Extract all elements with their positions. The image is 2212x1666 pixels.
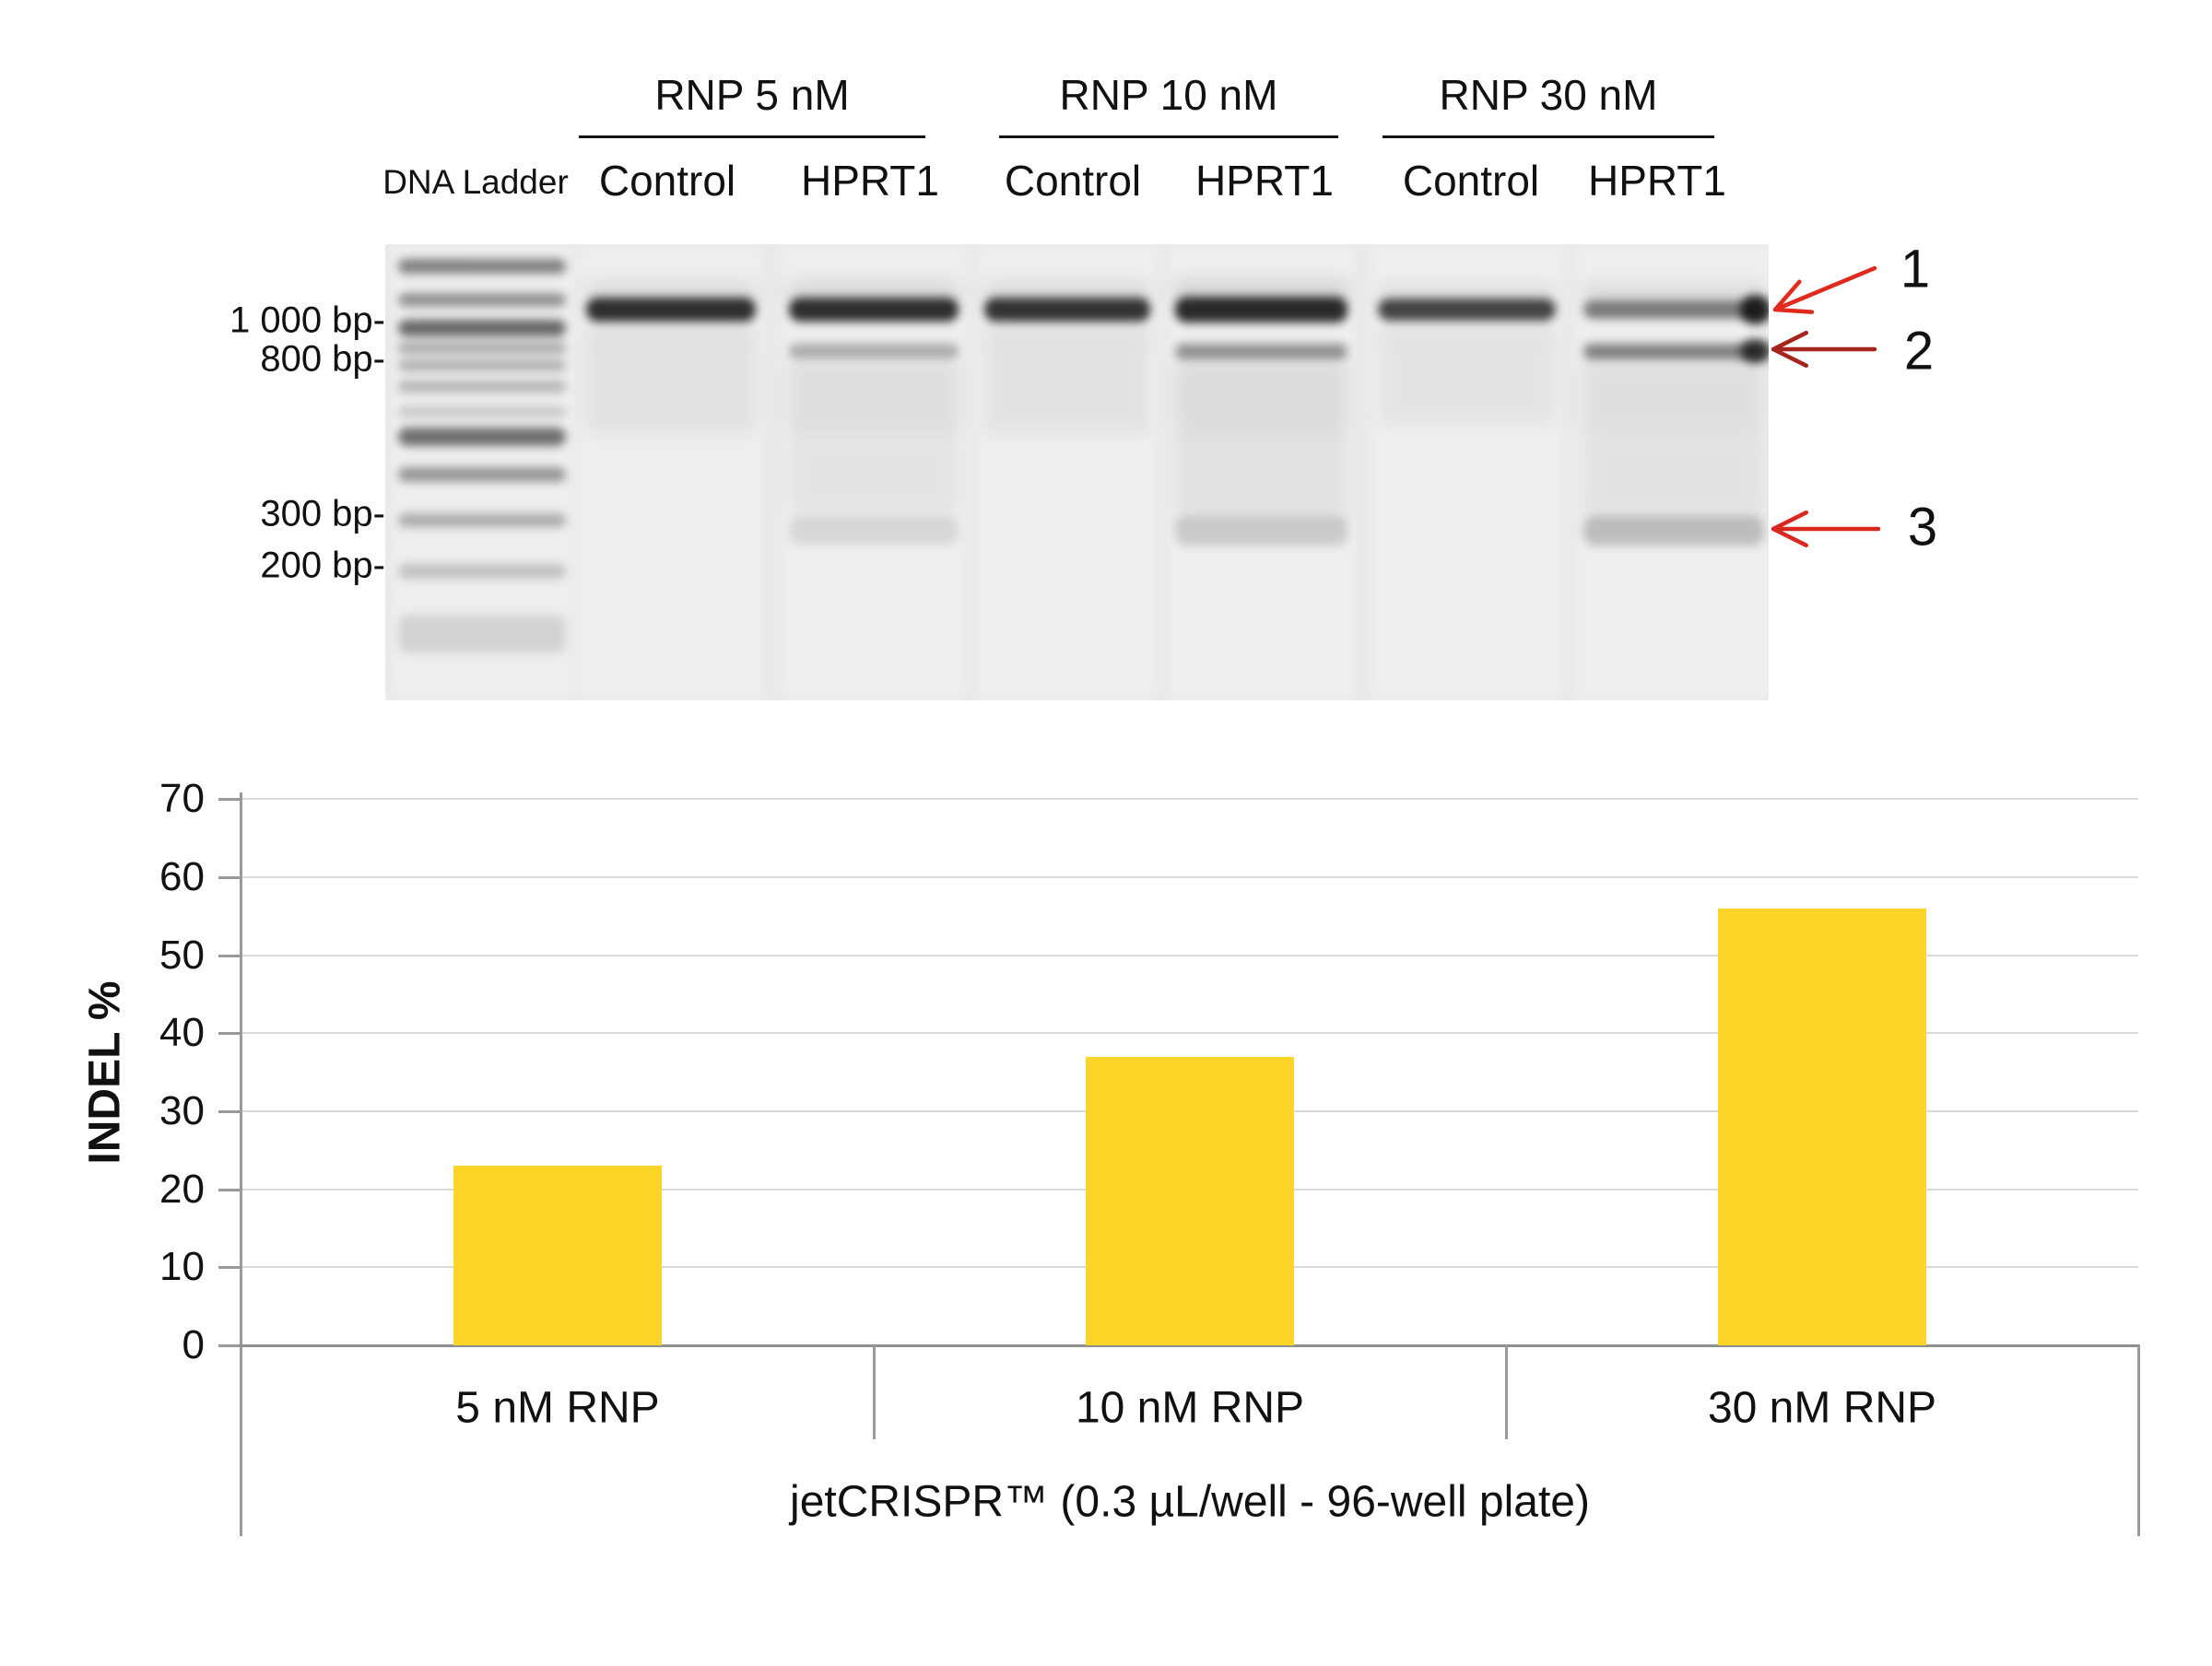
gel-band-hprt1-30nM xyxy=(1583,343,1764,359)
gel-band-dna-ladder xyxy=(398,564,566,579)
gel-smear-hprt1-10nM xyxy=(1175,361,1347,433)
axis-right-boundary xyxy=(2137,1345,2140,1536)
category-label-10-nM-RNP: 10 nM RNP xyxy=(1075,1383,1305,1433)
gel-smear-hprt1-30nM xyxy=(1583,361,1764,433)
band-annotation-1: 1 xyxy=(1900,239,1931,299)
gel-band-dna-ladder xyxy=(398,259,566,274)
gel-group-title-rnp-30nM: RNP 30 nM xyxy=(1439,71,1658,119)
gel-image xyxy=(385,244,1769,700)
x-axis-line xyxy=(240,1344,2140,1347)
chart-bar-5-nM-RNP xyxy=(453,1166,662,1345)
y-tick-20 xyxy=(218,1188,241,1191)
gel-band-hprt1-30nM xyxy=(1583,516,1764,546)
gel-smear-control-5nM xyxy=(586,324,756,433)
y-tick-label-0: 0 xyxy=(182,1322,205,1367)
gel-band-hprt1-5nM xyxy=(789,517,959,545)
y-tick-60 xyxy=(218,875,241,879)
gel-smear-hprt1-5nM xyxy=(789,433,959,516)
band-annotation-3: 3 xyxy=(1907,497,1938,557)
category-label-5-nM-RNP: 5 nM RNP xyxy=(455,1383,660,1433)
lane-label-control-5nM: Control xyxy=(598,157,736,205)
y-tick-50 xyxy=(218,954,241,957)
chart-bar-10-nM-RNP xyxy=(1086,1056,1294,1345)
gel-band-dna-ladder xyxy=(398,512,566,527)
y-tick-label-10: 10 xyxy=(159,1244,205,1290)
group-underline-30nM xyxy=(1382,135,1714,138)
size-marker-200bp: 200 bp- xyxy=(260,545,385,586)
gel-band-dna-ladder xyxy=(398,292,566,307)
gel-band-hprt1-30nM xyxy=(1583,300,1764,319)
group-underline-10nM xyxy=(999,135,1338,138)
y-tick-70 xyxy=(218,798,241,802)
category-separator-2 xyxy=(1505,1345,1508,1439)
y-tick-label-60: 60 xyxy=(159,853,205,899)
gel-group-title-rnp-5nM: RNP 5 nM xyxy=(654,71,850,119)
gel-lane-hprt1-30nM xyxy=(1576,244,1769,700)
y-tick-30 xyxy=(218,1109,241,1113)
gel-band-edge-hprt1-30nM xyxy=(1740,339,1769,363)
size-marker-800bp: 800 bp- xyxy=(260,338,385,380)
gel-band-hprt1-10nM xyxy=(1175,343,1347,359)
gel-smear-hprt1-30nM xyxy=(1583,433,1764,518)
band-annotation-2: 2 xyxy=(1903,321,1935,381)
gel-band-hprt1-5nM xyxy=(789,298,959,322)
gel-band-dna-ladder xyxy=(398,358,566,371)
gel-band-hprt1-10nM xyxy=(1175,516,1347,546)
category-separator-1 xyxy=(873,1345,876,1439)
gel-band-dna-ladder xyxy=(398,341,566,354)
y-tick-label-70: 70 xyxy=(159,776,205,822)
gel-band-edge-hprt1-30nM xyxy=(1740,295,1769,324)
size-marker-300bp: 300 bp- xyxy=(260,493,385,534)
gel-smear-hprt1-5nM xyxy=(789,361,959,433)
x-axis-caption: jetCRISPR™ (0.3 µL/well - 96-well plate) xyxy=(790,1477,1590,1527)
band-arrow-1 xyxy=(1772,265,1877,314)
gel-band-control-5nM xyxy=(586,298,756,322)
gel-band-hprt1-5nM xyxy=(789,344,959,358)
y-tick-40 xyxy=(218,1032,241,1036)
gel-band-dna-ladder xyxy=(398,428,566,446)
gel-band-dna-ladder xyxy=(398,467,566,482)
gel-smear-control-10nM xyxy=(984,324,1150,433)
gridline-60 xyxy=(241,875,2138,878)
y-tick-label-40: 40 xyxy=(159,1010,205,1056)
y-tick-0 xyxy=(218,1344,241,1347)
gel-band-dna-ladder xyxy=(398,615,566,653)
y-tick-10 xyxy=(218,1266,241,1270)
band-arrow-3 xyxy=(1771,510,1881,548)
gel-group-title-rnp-10nM: RNP 10 nM xyxy=(1059,71,1278,119)
gel-smear-hprt1-10nM xyxy=(1175,433,1347,518)
lane-label-control-10nM: Control xyxy=(1004,157,1142,205)
category-label-30-nM-RNP: 30 nM RNP xyxy=(1707,1383,1937,1433)
gel-band-dna-ladder xyxy=(398,380,566,393)
gel-band-control-30nM xyxy=(1378,299,1556,321)
y-axis-label: INDEL % xyxy=(80,980,130,1165)
size-marker-1000bp: 1 000 bp- xyxy=(229,299,385,341)
lane-label-control-30nM: Control xyxy=(1402,157,1540,205)
y-tick-label-30: 30 xyxy=(159,1087,205,1133)
lane-label-hprt1-10nM: HPRT1 xyxy=(1195,157,1334,205)
group-underline-5nM xyxy=(579,135,925,138)
lane-label-hprt1-30nM: HPRT1 xyxy=(1588,157,1726,205)
gridline-40 xyxy=(241,1032,2138,1035)
gel-smear-hprt1-30nM xyxy=(1583,284,1764,304)
ladder-label: DNA Ladder xyxy=(382,163,569,201)
gel-band-control-10nM xyxy=(984,298,1150,322)
lane-label-hprt1-5nM: HPRT1 xyxy=(801,157,939,205)
gridline-70 xyxy=(241,798,2138,801)
y-tick-label-50: 50 xyxy=(159,932,205,978)
chart-bar-30-nM-RNP xyxy=(1718,908,1926,1345)
y-axis-line xyxy=(240,792,242,1536)
y-tick-label-20: 20 xyxy=(159,1166,205,1212)
band-arrow-2 xyxy=(1771,330,1877,369)
gridline-50 xyxy=(241,954,2138,956)
gel-band-dna-ladder xyxy=(398,320,566,336)
gel-smear-control-30nM xyxy=(1378,324,1556,424)
gel-band-hprt1-10nM xyxy=(1175,297,1347,323)
gel-band-dna-ladder xyxy=(398,406,566,417)
